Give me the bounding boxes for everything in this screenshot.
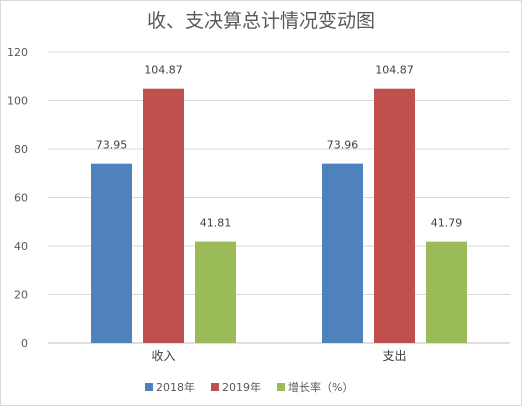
bar [426,241,467,343]
legend-swatch [145,383,153,391]
legend-swatch [277,383,285,391]
data-label: 104.87 [375,64,414,77]
x-axis: 收入 支出 [151,349,406,363]
y-axis: 0 20 40 60 80 100 120 [7,46,28,350]
chart-title: 收、支决算总计情况变动图 [147,10,375,32]
data-labels: 73.95 104.87 41.81 73.96 104.87 41.79 [96,64,463,230]
bar [91,163,132,343]
y-tick-label: 100 [7,95,28,108]
y-tick-label: 120 [7,46,28,59]
data-label: 41.81 [200,217,232,230]
y-tick-label: 80 [14,143,28,156]
bar [143,88,184,343]
bar [374,88,415,343]
x-category-label: 支出 [382,349,406,363]
y-tick-label: 0 [21,337,28,350]
y-tick-label: 60 [14,192,28,205]
legend-swatch [211,383,219,391]
data-label: 73.95 [96,139,128,152]
bar [195,241,236,343]
data-label: 41.79 [431,217,463,230]
legend-label: 2018年 [156,380,195,394]
y-tick-label: 40 [14,240,28,253]
legend-label: 2019年 [222,380,261,394]
data-label: 104.87 [144,64,183,77]
legend-label: 增长率（%） [288,380,353,394]
y-tick-label: 20 [14,289,28,302]
legend: 2018年 2019年 增长率（%） [145,380,353,394]
bar [322,163,363,343]
bars [91,88,467,343]
data-label: 73.96 [327,139,359,152]
x-category-label: 收入 [151,349,175,363]
